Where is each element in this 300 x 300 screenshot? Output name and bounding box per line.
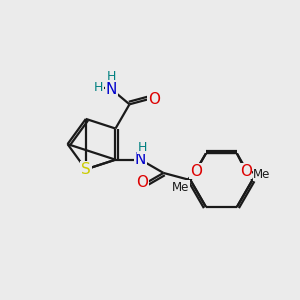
Text: O: O xyxy=(148,92,160,107)
Text: N: N xyxy=(135,152,146,167)
Text: H: H xyxy=(137,140,147,154)
Text: S: S xyxy=(81,162,91,177)
Text: O: O xyxy=(240,164,252,178)
Text: N: N xyxy=(106,82,117,97)
Text: H: H xyxy=(94,81,103,94)
Text: Me: Me xyxy=(253,167,271,181)
Text: O: O xyxy=(190,164,202,178)
Text: O: O xyxy=(136,175,148,190)
Text: H: H xyxy=(107,70,116,83)
Text: Me: Me xyxy=(172,181,190,194)
